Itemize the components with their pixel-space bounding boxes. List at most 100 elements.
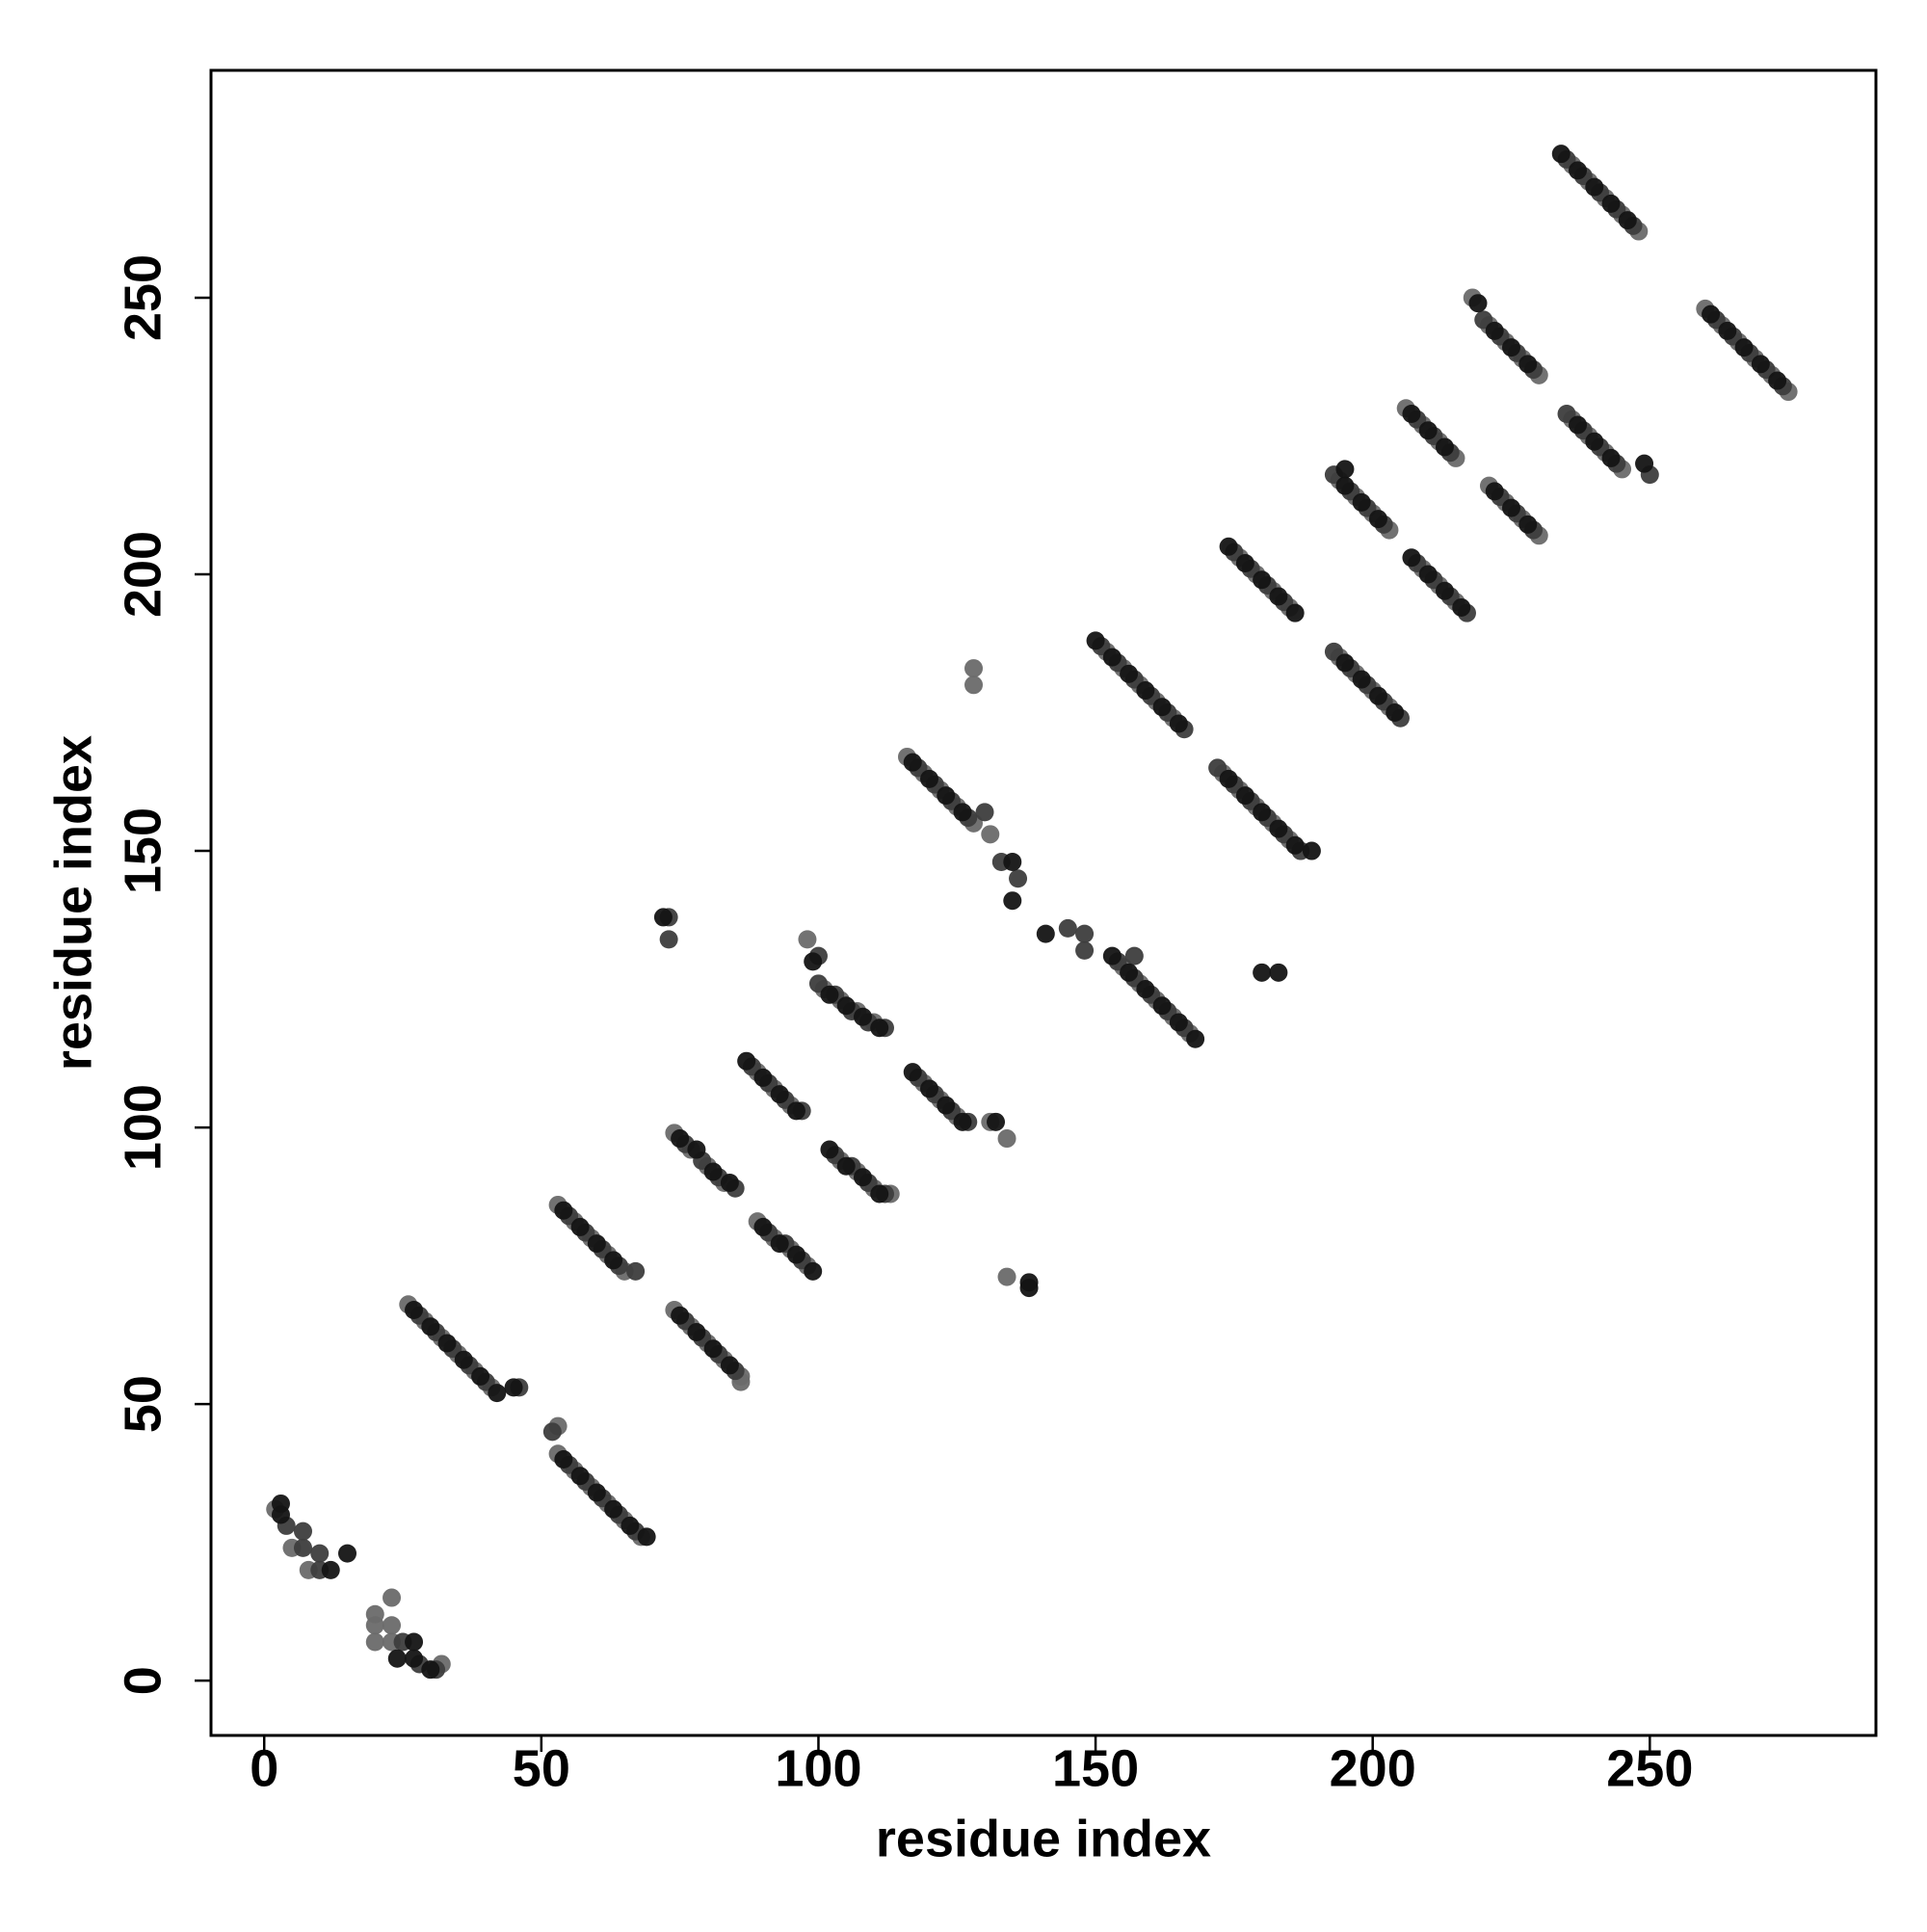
point	[293, 1522, 312, 1541]
point	[1169, 714, 1188, 733]
point	[1120, 664, 1139, 683]
point	[1219, 537, 1238, 556]
point	[383, 1588, 402, 1607]
y-tick-label: 200	[114, 531, 172, 618]
point	[997, 1129, 1016, 1149]
point	[1768, 371, 1787, 390]
point	[836, 1156, 856, 1176]
y-tick-label: 100	[114, 1084, 172, 1171]
point	[637, 1527, 656, 1547]
point	[870, 1019, 889, 1038]
point	[1635, 454, 1654, 473]
point	[1102, 648, 1122, 667]
point	[437, 1334, 457, 1353]
point	[1702, 304, 1721, 324]
y-tick-label: 50	[114, 1375, 172, 1433]
point	[953, 803, 972, 822]
x-axis-label: residue index	[876, 1810, 1211, 1867]
point	[770, 1234, 789, 1254]
point	[920, 1079, 939, 1098]
y-tick-label: 150	[114, 807, 172, 894]
point	[1569, 161, 1588, 180]
point	[853, 1168, 872, 1187]
point	[1335, 460, 1355, 479]
point	[1169, 1013, 1188, 1032]
point	[365, 1616, 384, 1635]
point	[1551, 145, 1571, 164]
point	[720, 1173, 739, 1192]
point	[1402, 405, 1421, 424]
x-tick-label: 50	[513, 1739, 570, 1797]
point	[1335, 476, 1355, 495]
point	[570, 1467, 590, 1486]
point	[903, 753, 922, 772]
point	[421, 1660, 440, 1680]
point	[1601, 194, 1621, 213]
point	[1418, 565, 1438, 584]
point	[981, 825, 1000, 844]
point	[626, 1261, 646, 1281]
point	[798, 930, 817, 949]
point	[786, 1245, 805, 1264]
point	[1019, 1279, 1039, 1298]
point	[1557, 405, 1576, 424]
point	[1285, 835, 1305, 855]
point	[703, 1162, 723, 1181]
point	[338, 1544, 357, 1563]
point	[1003, 853, 1022, 872]
point	[1335, 653, 1355, 673]
point	[1136, 980, 1155, 999]
point	[1253, 570, 1272, 590]
point	[310, 1544, 330, 1563]
point	[587, 1483, 606, 1502]
point	[964, 659, 984, 678]
plot-frame	[209, 68, 1878, 1737]
point	[808, 974, 828, 993]
point	[1368, 686, 1387, 705]
point	[1452, 597, 1471, 617]
x-tick-label: 250	[1606, 1739, 1693, 1797]
point	[554, 1450, 573, 1469]
point	[786, 1101, 805, 1121]
point	[293, 1538, 312, 1557]
point	[1235, 554, 1254, 573]
point	[1501, 498, 1520, 517]
point	[1485, 321, 1504, 340]
point	[1368, 510, 1387, 529]
point	[820, 985, 839, 1004]
point	[975, 803, 994, 822]
point	[1086, 631, 1105, 650]
point	[488, 1384, 507, 1403]
point	[720, 1356, 739, 1375]
point	[1734, 338, 1754, 357]
point	[687, 1140, 706, 1159]
point	[570, 1217, 590, 1236]
point	[1569, 415, 1588, 435]
point	[1136, 681, 1155, 701]
point	[554, 1201, 573, 1220]
point	[321, 1560, 340, 1579]
point	[454, 1350, 473, 1369]
point	[1003, 891, 1022, 911]
point	[542, 1422, 562, 1442]
x-tick-label: 0	[250, 1739, 278, 1797]
point	[587, 1234, 606, 1254]
point	[405, 1632, 424, 1652]
point	[1352, 670, 1371, 689]
point	[1253, 963, 1272, 982]
point	[405, 1649, 424, 1668]
point	[1518, 355, 1538, 374]
point	[620, 1516, 640, 1535]
point	[1124, 946, 1144, 966]
y-tick-label: 0	[114, 1666, 172, 1695]
point	[1253, 803, 1272, 822]
point	[687, 1322, 706, 1341]
point	[836, 996, 856, 1016]
point	[1075, 924, 1095, 943]
x-tick-label: 150	[1052, 1739, 1139, 1797]
point	[987, 1112, 1006, 1131]
point	[1751, 355, 1770, 374]
